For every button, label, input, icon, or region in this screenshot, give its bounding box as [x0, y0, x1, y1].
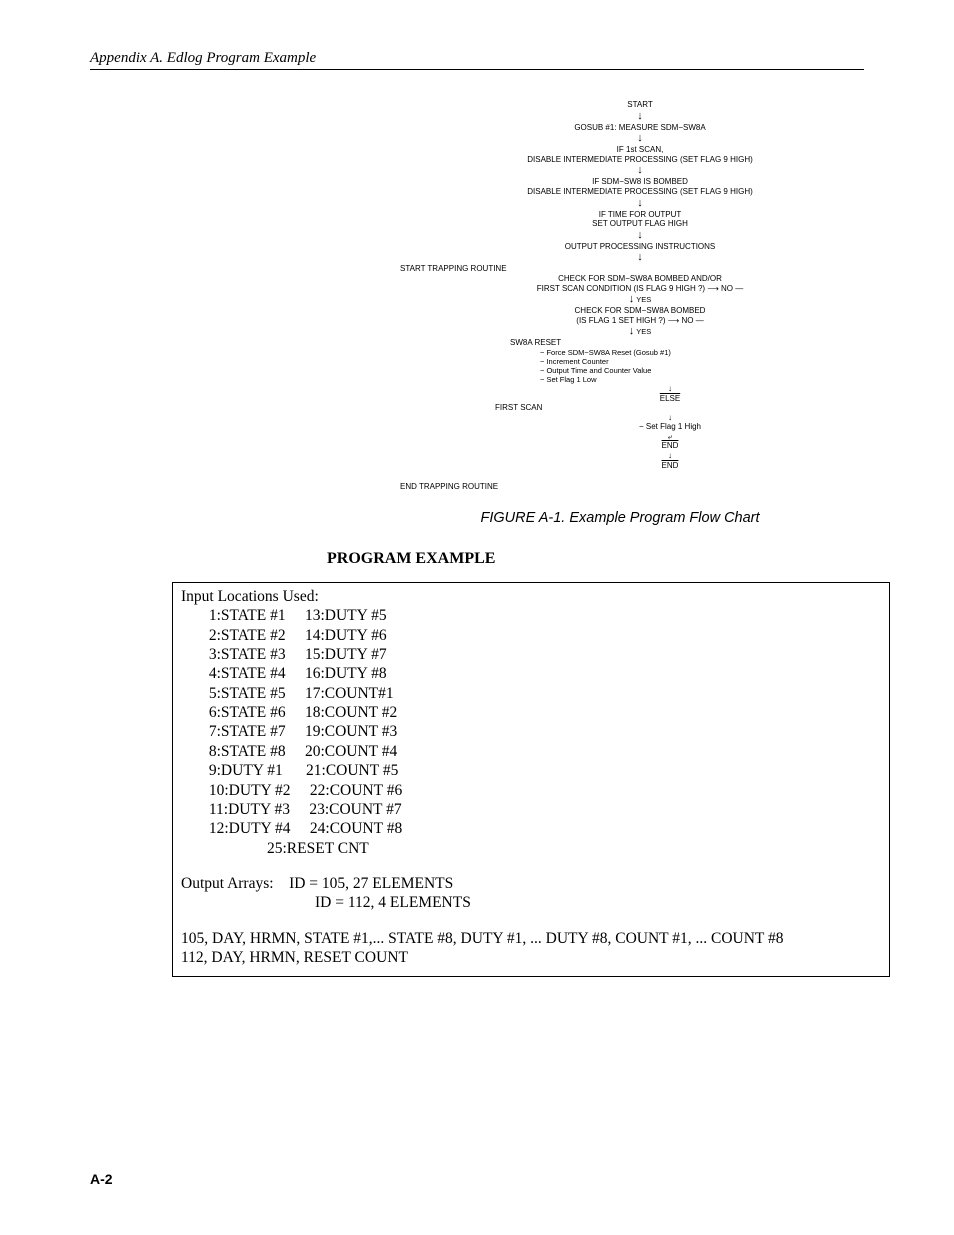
output-array-1: ID = 105, 27 ELEMENTS [289, 875, 453, 892]
fc-check1: CHECK FOR SDM−SW8A BOMBED AND/OR FIRST S… [400, 274, 880, 293]
program-box: Input Locations Used: 1:STATE #1 13:DUTY… [172, 582, 890, 977]
arrow-icon: ↓ [400, 165, 880, 176]
fc-trap-end: END TRAPPING ROUTINE [400, 482, 880, 492]
array-desc-2: 112, DAY, HRMN, RESET COUNT [181, 948, 881, 967]
fc-check1a: CHECK FOR SDM−SW8A BOMBED AND/OR [537, 274, 744, 284]
fc-start: START [400, 100, 880, 110]
arrow-icon: ↓ [460, 451, 880, 461]
location-row: 9:DUTY #1 21:COUNT #5 [181, 761, 881, 780]
output-arrays-row: Output Arrays: ID = 105, 27 ELEMENTS [181, 874, 881, 893]
fc-trap-start: START TRAPPING ROUTINE [400, 264, 880, 274]
input-locations-label: Input Locations Used: [181, 587, 881, 606]
fc-step3a: IF SDM−SW8 IS BOMBED [400, 177, 880, 187]
location-row: 3:STATE #3 15:DUTY #7 [181, 645, 881, 664]
location-row: 5:STATE #5 17:COUNT#1 [181, 684, 881, 703]
fc-step4b: SET OUTPUT FLAG HIGH [400, 219, 880, 229]
location-row: 11:DUTY #3 23:COUNT #7 [181, 800, 881, 819]
fc-step3b: DISABLE INTERMEDIATE PROCESSING (SET FLA… [400, 187, 880, 197]
output-array-2: ID = 112, 4 ELEMENTS [181, 893, 881, 912]
page: Appendix A. Edlog Program Example START … [0, 0, 954, 1017]
section-title: PROGRAM EXAMPLE [327, 550, 864, 568]
array-desc-1: 105, DAY, HRMN, STATE #1,... STATE #8, D… [181, 929, 881, 948]
fc-yes2: YES [636, 327, 651, 336]
fc-no1: NO [721, 284, 733, 293]
fc-step5: OUTPUT PROCESSING INSTRUCTIONS [400, 242, 880, 252]
fc-reset4: − Set Flag 1 Low [540, 375, 880, 384]
figure-caption: FIGURE A-1. Example Program Flow Chart [380, 510, 860, 526]
fc-reset-title: SW8A RESET [510, 338, 880, 348]
arrow-icon: ↓ [400, 111, 880, 122]
arrow-icon: ↓ [400, 133, 880, 144]
location-row: 25:RESET CNT [181, 839, 881, 858]
location-row: 6:STATE #6 18:COUNT #2 [181, 703, 881, 722]
fc-first-scan: FIRST SCAN [495, 403, 880, 413]
location-row: 4:STATE #4 16:DUTY #8 [181, 664, 881, 683]
output-arrays-label: Output Arrays: [181, 875, 274, 892]
location-row: 8:STATE #8 20:COUNT #4 [181, 742, 881, 761]
location-row: 12:DUTY #4 24:COUNT #8 [181, 819, 881, 838]
fc-reset3: − Output Time and Counter Value [540, 366, 880, 375]
arrow-icon: ↓YES [400, 294, 880, 305]
location-row: 2:STATE #2 14:DUTY #6 [181, 626, 881, 645]
fc-step2b: DISABLE INTERMEDIATE PROCESSING (SET FLA… [400, 155, 880, 165]
location-row: 7:STATE #7 19:COUNT #3 [181, 722, 881, 741]
arrow-icon: ↓ [400, 252, 880, 263]
location-row: 10:DUTY #2 22:COUNT #6 [181, 781, 881, 800]
fc-yes1: YES [636, 295, 651, 304]
arrow-icon: ↓ [460, 413, 880, 423]
flowchart: START ↓ GOSUB #1: MEASURE SDM−SW8A ↓ IF … [400, 100, 880, 492]
fc-check2b: (IS FLAG 1 SET HIGH ?) [576, 316, 665, 325]
fc-no2: NO [681, 316, 693, 325]
page-header: Appendix A. Edlog Program Example [90, 50, 864, 70]
line-icon: — [696, 316, 704, 325]
arrow-icon: ↓ [400, 230, 880, 241]
fc-reset2: − Increment Counter [540, 357, 880, 366]
page-number: A-2 [90, 1171, 113, 1187]
fc-reset-list: − Force SDM−SW8A Reset (Gosub #1) − Incr… [540, 348, 880, 384]
fc-step1: GOSUB #1: MEASURE SDM−SW8A [400, 123, 880, 133]
arrow-icon: ↓YES [400, 326, 880, 337]
fc-check2: CHECK FOR SDM−SW8A BOMBED (IS FLAG 1 SET… [400, 306, 880, 325]
location-rows: 1:STATE #1 13:DUTY #5 2:STATE #2 14:DUTY… [181, 606, 881, 858]
fc-end2: END [460, 461, 880, 471]
fc-step4a: IF TIME FOR OUTPUT [400, 210, 880, 220]
fc-check1b: FIRST SCAN CONDITION (IS FLAG 9 HIGH ?) [537, 284, 705, 293]
fc-set-flag: − Set Flag 1 High [460, 422, 880, 432]
arrow-right-icon: ⟶ [707, 284, 721, 293]
arrow-icon: ↓ [400, 198, 880, 209]
line-icon: — [735, 284, 743, 293]
fc-check2a: CHECK FOR SDM−SW8A BOMBED [575, 306, 706, 316]
fc-else: ELSE [460, 394, 880, 404]
fc-step2a: IF 1st SCAN, [400, 145, 880, 155]
location-row: 1:STATE #1 13:DUTY #5 [181, 606, 881, 625]
arrow-right-icon: ⟶ [668, 316, 682, 325]
fc-reset1: − Force SDM−SW8A Reset (Gosub #1) [540, 348, 880, 357]
arrow-icon: ↓ [460, 384, 880, 394]
fc-end1: END [460, 441, 880, 451]
